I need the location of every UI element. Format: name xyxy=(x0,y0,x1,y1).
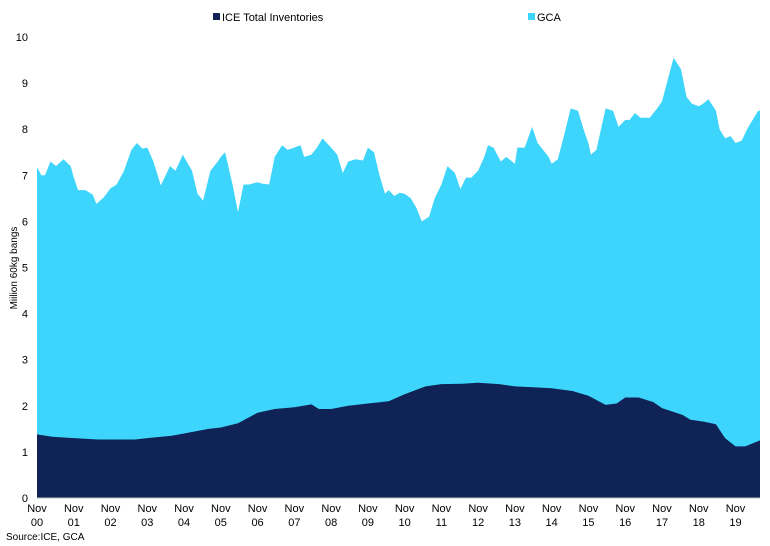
area-ice xyxy=(37,382,760,498)
x-tick-label: Nov 09 xyxy=(358,503,378,529)
x-tick-label: Nov 02 xyxy=(101,503,121,529)
y-tick-label: 4 xyxy=(22,309,28,321)
x-tick-label: Nov 05 xyxy=(211,503,231,529)
y-tick-label: 10 xyxy=(16,32,28,44)
plot-area xyxy=(37,57,760,499)
y-tick-label: 1 xyxy=(22,447,28,459)
x-tick-label: Nov 11 xyxy=(432,503,452,529)
x-tick-label: Nov 04 xyxy=(174,503,194,529)
area-gca xyxy=(37,57,760,498)
y-axis: 0 1 2 3 4 5 6 7 8 9 10 xyxy=(16,32,28,505)
y-tick-label: 2 xyxy=(22,401,28,413)
x-tick-label: Nov 13 xyxy=(505,503,525,529)
y-tick-label: 6 xyxy=(22,216,28,228)
x-tick-label: Nov 06 xyxy=(248,503,268,529)
x-axis: Nov 00 Nov 01 Nov 02 Nov 03 Nov 04 Nov 05 Nov 06 Nov 07… xyxy=(27,503,746,529)
y-tick-label: 8 xyxy=(22,124,28,136)
x-tick-label: Nov 18 xyxy=(689,503,709,529)
legend-label-ice: ICE Total Inventories xyxy=(222,12,324,24)
x-tick-label: Nov 16 xyxy=(615,503,635,529)
y-axis-label: Miilion 60kg bangs xyxy=(9,227,20,310)
legend: ICE Total Inventories GCA xyxy=(213,12,562,24)
x-tick-label: Nov 08 xyxy=(321,503,341,529)
y-tick-label: 5 xyxy=(22,263,28,275)
x-tick-label: Nov 00 xyxy=(27,503,47,529)
x-tick-label: Nov 01 xyxy=(64,503,84,529)
source-note: Source:ICE, GCA xyxy=(6,532,85,543)
x-tick-label: Nov 07 xyxy=(285,503,305,529)
x-tick-label: Nov 17 xyxy=(652,503,672,529)
x-tick-label: Nov 15 xyxy=(579,503,599,529)
x-tick-label: Nov 03 xyxy=(138,503,158,529)
y-tick-label: 3 xyxy=(22,355,28,367)
legend-swatch-gca xyxy=(528,13,535,20)
legend-swatch-ice xyxy=(213,13,220,20)
x-tick-label: Nov 19 xyxy=(726,503,746,529)
y-tick-label: 0 xyxy=(22,493,28,505)
x-tick-label: Nov 10 xyxy=(395,503,415,529)
x-tick-label: Nov 14 xyxy=(542,503,562,529)
y-tick-label: 7 xyxy=(22,170,28,182)
x-tick-label: Nov 12 xyxy=(468,503,488,529)
legend-label-gca: GCA xyxy=(537,12,562,24)
y-tick-label: 9 xyxy=(22,78,28,90)
